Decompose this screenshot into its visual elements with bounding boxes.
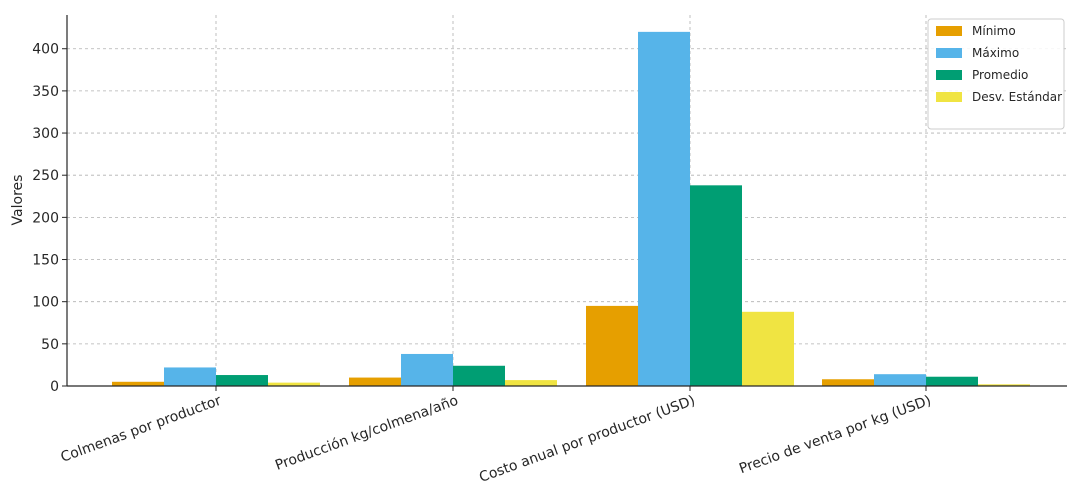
y-tick-label: 350 [32, 84, 59, 100]
bar [216, 375, 268, 386]
bar [453, 365, 505, 386]
legend-swatch [936, 26, 962, 36]
bar [349, 377, 401, 386]
bar [978, 384, 1030, 386]
y-tick-label: 250 [32, 168, 59, 184]
y-tick-label: 0 [50, 379, 59, 395]
legend-swatch [936, 70, 962, 80]
category-labels: Colmenas por productor Producción kg/colm… [59, 393, 934, 486]
legend-label: Máximo [972, 46, 1019, 60]
y-tick-label: 400 [32, 42, 59, 58]
legend-label: Promedio [972, 68, 1028, 82]
bar [926, 376, 978, 386]
legend-swatch [936, 92, 962, 102]
y-tick-label: 300 [32, 126, 59, 142]
bar [505, 380, 557, 386]
legend: Mínimo Máximo Promedio Desv. Estándar [927, 18, 1065, 130]
axes [62, 15, 1067, 391]
y-tick-label: 100 [32, 295, 59, 311]
y-tick-label: 50 [41, 337, 59, 353]
bar [164, 367, 216, 386]
bar [268, 382, 320, 386]
y-axis-title: Valores [10, 175, 26, 226]
category-label: Precio de venta por kg (USD) [737, 393, 933, 477]
bar [112, 381, 164, 386]
bars [112, 31, 1030, 386]
bar [690, 185, 742, 386]
category-label: Producción kg/colmena/año [273, 393, 460, 474]
category-label: Costo anual por productor (USD) [477, 393, 697, 486]
legend-label: Mínimo [972, 24, 1016, 38]
grid [67, 15, 1067, 387]
y-tick-label: 200 [32, 210, 59, 226]
legend-swatch [936, 48, 962, 58]
y-tick-labels: 0 50 100 150 200 250 300 350 400 [32, 42, 59, 395]
y-tick-label: 150 [32, 253, 59, 269]
category-label: Colmenas por productor [59, 393, 224, 466]
bar [586, 305, 638, 386]
bar [874, 374, 926, 386]
bar [401, 353, 453, 386]
bar [638, 31, 690, 386]
bar [742, 311, 794, 386]
bar [822, 379, 874, 386]
legend-label: Desv. Estándar [972, 90, 1062, 104]
